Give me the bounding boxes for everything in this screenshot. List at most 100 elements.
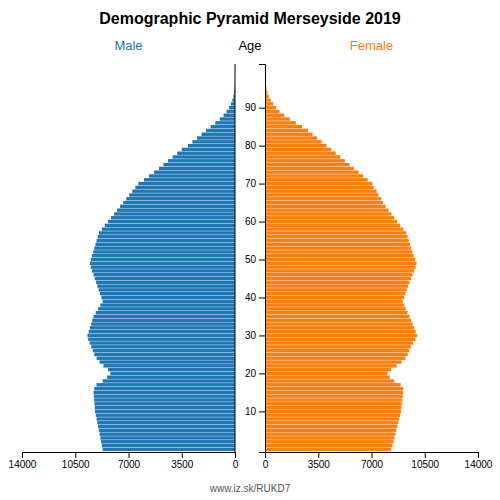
bar [97,357,235,360]
bar [265,208,389,211]
bar [103,379,235,382]
tick-label: 3500 [308,459,331,470]
bar [265,148,331,151]
bar [111,216,235,219]
bar [265,186,374,189]
bar [265,448,391,451]
bar [265,319,411,322]
bar [265,383,401,386]
bar [265,379,394,382]
tick-label: 14000 [9,459,37,470]
bar [265,197,381,200]
chart: 0350070001050014000035007000105001400010… [0,0,500,500]
bar [265,235,408,238]
bar [197,136,235,139]
bar [110,372,235,375]
bar [265,349,409,352]
bar [94,353,235,356]
bar [91,265,235,268]
bar [265,376,390,379]
tick: 10500 [62,452,90,470]
bar [102,444,235,447]
bar [138,182,235,185]
bar [135,186,235,189]
bar [265,391,403,394]
tick-label: 3500 [171,459,194,470]
tick-label: 30 [245,330,257,341]
tick-mark [259,260,265,261]
bar [100,432,235,435]
bar [265,387,403,390]
bar [96,281,235,284]
bar [97,239,235,242]
tick-label: 20 [245,368,257,379]
bar [102,227,235,230]
bar [93,250,235,253]
bar [265,444,392,447]
bar [129,193,235,196]
bar [265,155,340,158]
bar [265,159,345,162]
bar [265,398,402,401]
bar [265,201,383,204]
bar [94,398,235,401]
tick: 7000 [361,452,384,470]
bar [100,292,235,295]
tick-mark [259,184,265,185]
bar [265,144,326,147]
bar [265,338,415,341]
bar [98,425,235,428]
bar [265,117,290,120]
annotation: www.iz.sk/RUKD7 [209,483,291,494]
bar [265,125,302,128]
bar [99,429,235,432]
bars-female [265,68,417,451]
bar [159,167,235,170]
bar [265,372,387,375]
axis-line [259,65,266,453]
bar [265,413,400,416]
axis-title: Age [238,38,261,53]
tick-mark [259,146,265,147]
bar [265,341,413,344]
bar [265,429,396,432]
bar [265,205,386,208]
series-label: Male [114,38,142,53]
tick-mark [372,452,373,458]
bar [265,326,414,329]
bar [265,417,399,420]
bar [265,246,411,249]
tick: 3500 [171,452,194,470]
tick: 14000 [465,452,493,470]
bar [265,357,405,360]
bar [265,216,394,219]
tick-label: 7000 [118,459,141,470]
tick-label: 90 [245,102,257,113]
tick-mark [259,222,265,223]
tick: 0 [263,452,269,470]
bar [97,417,235,420]
bar [265,273,413,276]
bar [229,106,235,109]
tick: 3500 [308,452,331,470]
bar [265,174,363,177]
bar [265,269,414,272]
tick-label: 70 [245,178,257,189]
bar [94,273,235,276]
bar [90,262,235,265]
bar [265,189,377,192]
tick-label: 0 [263,459,269,470]
bar [97,421,235,424]
tick-mark [182,452,183,458]
bar [107,376,235,379]
tick-mark [425,452,426,458]
bar [89,330,235,333]
bar [265,220,397,223]
x-axis-female: 0350070001050014000 [263,452,493,470]
tick-mark [22,452,23,458]
bar [265,129,308,132]
bar [101,440,235,443]
bar [265,258,415,261]
bar [265,292,405,295]
bar [265,212,391,215]
